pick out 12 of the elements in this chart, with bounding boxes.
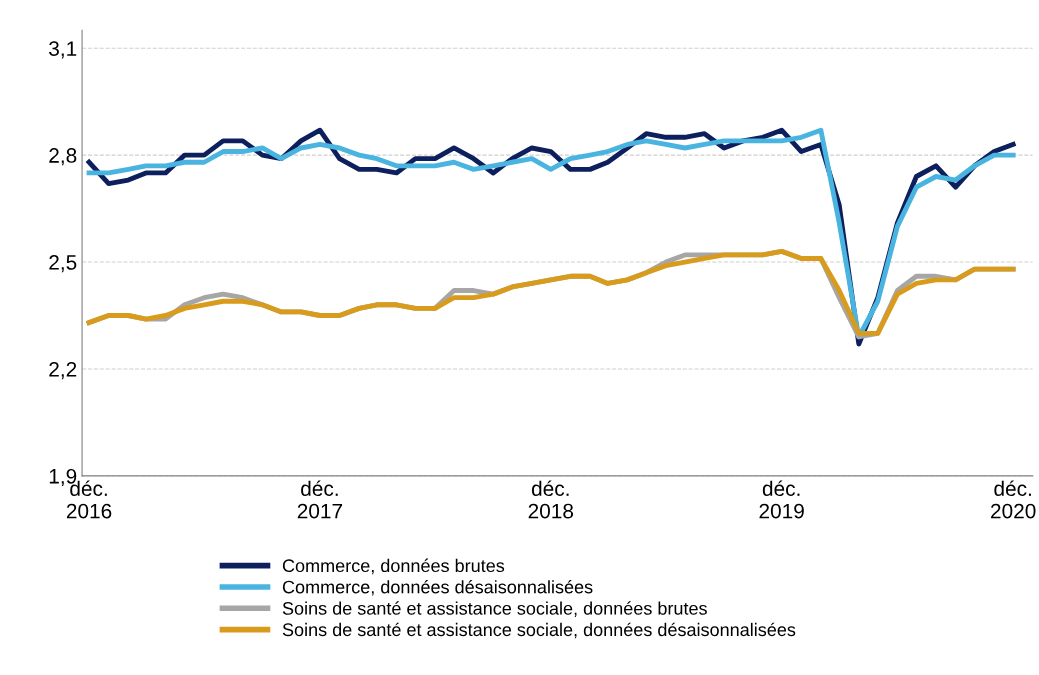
y-tick-label: 2,5: [49, 255, 77, 273]
legend-label: Soins de santé et assistance sociale, données brutes: [282, 601, 707, 617]
x-tick-label: déc. 2019: [759, 480, 804, 519]
legend-label: Commerce, données brutes: [282, 558, 505, 575]
x-tick-label: déc. 2017: [297, 480, 343, 519]
y-tick-label: 2,8: [49, 148, 77, 166]
y-tick-label: 3,1: [49, 41, 77, 59]
legend-label: Soins de santé et assistance sociale, données désaisonnalisées: [282, 622, 796, 639]
y-tick-label: 2,2: [49, 361, 77, 380]
x-tick-label: déc. 2018: [528, 480, 574, 519]
legend-label: Commerce, données désaisonnalisées: [282, 579, 593, 596]
x-tick-label: déc. 2020: [991, 480, 1036, 519]
